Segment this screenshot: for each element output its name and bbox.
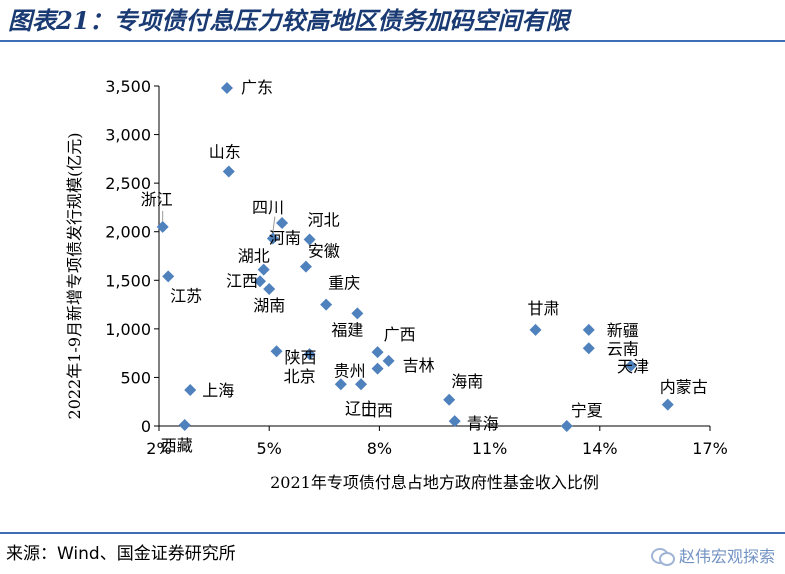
data-point xyxy=(529,323,542,336)
scatter-chart: 0 500 1,000 1,500 2,000 2,500 3,000 3,500 2% 5% 8%… xyxy=(65,77,728,492)
point-label: 江西 xyxy=(226,271,258,290)
x-tick-label: 17% xyxy=(692,439,728,458)
point-label: 天津 xyxy=(617,357,649,376)
point-label: 上海 xyxy=(202,381,234,400)
chart-title: 图表21：专项债付息压力较高地区债务加码空间有限 xyxy=(8,6,570,35)
x-tick-label: 8% xyxy=(367,439,392,458)
x-tick-label: 11% xyxy=(472,439,508,458)
data-point xyxy=(266,232,279,245)
data-point xyxy=(582,342,595,355)
data-point xyxy=(156,220,169,233)
data-point xyxy=(355,378,368,391)
data-point xyxy=(220,81,233,94)
point-label: 山西 xyxy=(361,401,393,420)
data-point xyxy=(351,307,364,320)
point-label: 广东 xyxy=(241,78,273,97)
tick-labels: 0 500 1,000 1,500 2,000 2,500 3,000 3,500 2% 5% 8%… xyxy=(105,77,728,458)
point-label: 江苏 xyxy=(170,286,202,305)
x-axis-label: 2021年专项债付息占地方政府性基金收入比例 xyxy=(270,473,599,492)
data-point xyxy=(276,216,289,229)
point-label: 广西 xyxy=(384,325,416,344)
watermark-text: 赵伟宏观探索 xyxy=(678,547,775,566)
data-point xyxy=(254,275,267,288)
data-point xyxy=(222,165,235,178)
data-point xyxy=(257,263,270,276)
point-label: 重庆 xyxy=(328,274,360,293)
data-point xyxy=(560,420,573,432)
data-point xyxy=(382,354,395,367)
point-label: 西藏 xyxy=(161,436,193,455)
data-point xyxy=(443,393,456,406)
y-axis-label: 2022年1-9月新增专项债发行规模(亿元) xyxy=(65,133,84,420)
top-rule xyxy=(0,40,785,42)
y-tick-label: 0 xyxy=(141,417,151,436)
point-label: 贵州 xyxy=(334,362,366,381)
point-label: 河北 xyxy=(308,210,340,229)
data-point xyxy=(582,323,595,336)
point-label: 北京 xyxy=(284,367,316,386)
watermark: 赵伟宏观探索 xyxy=(650,540,775,570)
y-tick-label: 2,500 xyxy=(105,174,151,193)
point-label: 山东 xyxy=(209,142,241,161)
point-label: 海南 xyxy=(451,372,483,391)
source-note: 来源：Wind、国金证券研究所 xyxy=(6,544,236,564)
point-label: 甘肃 xyxy=(528,299,560,318)
point-label: 安徽 xyxy=(308,242,340,261)
x-tick-label: 2% xyxy=(146,439,171,458)
x-tick-label: 5% xyxy=(257,439,282,458)
data-points xyxy=(156,81,674,432)
point-label: 新疆 xyxy=(607,321,639,340)
data-point xyxy=(625,359,638,372)
y-tick-label: 2,000 xyxy=(105,223,151,242)
y-tick-label: 500 xyxy=(120,368,151,387)
point-label: 河南 xyxy=(269,229,301,248)
data-point xyxy=(162,270,175,283)
data-point xyxy=(299,260,312,273)
point-label: 四川 xyxy=(252,198,284,217)
leader-line xyxy=(272,216,276,233)
point-label: 辽宁 xyxy=(345,399,377,418)
point-label: 内蒙古 xyxy=(660,378,708,397)
data-point xyxy=(371,362,384,375)
data-point xyxy=(320,298,333,311)
data-point xyxy=(184,384,197,397)
y-tick-label: 1,500 xyxy=(105,271,151,290)
y-tick-label: 3,000 xyxy=(105,126,151,145)
data-point xyxy=(661,398,674,411)
point-label: 陕西 xyxy=(285,348,317,367)
x-tick-label: 14% xyxy=(582,439,618,458)
y-tick-label: 1,000 xyxy=(105,320,151,339)
axes xyxy=(154,85,711,431)
point-label: 福建 xyxy=(331,320,363,339)
data-point xyxy=(371,346,384,359)
point-label: 云南 xyxy=(607,339,639,358)
data-point xyxy=(178,419,191,432)
wechat-icon xyxy=(650,546,675,566)
point-label: 吉林 xyxy=(403,356,435,375)
point-label: 湖北 xyxy=(238,247,270,266)
data-point xyxy=(263,283,276,296)
point-label: 湖南 xyxy=(253,296,285,315)
data-point xyxy=(303,348,316,361)
point-label: 宁夏 xyxy=(571,401,603,420)
data-point xyxy=(303,233,316,246)
point-label: 青海 xyxy=(467,414,499,433)
data-point xyxy=(270,345,283,358)
point-label: 浙江 xyxy=(141,190,173,209)
data-point xyxy=(448,415,461,428)
bottom-rule xyxy=(0,532,785,534)
y-tick-label: 3,500 xyxy=(105,77,151,96)
data-point xyxy=(334,378,347,391)
